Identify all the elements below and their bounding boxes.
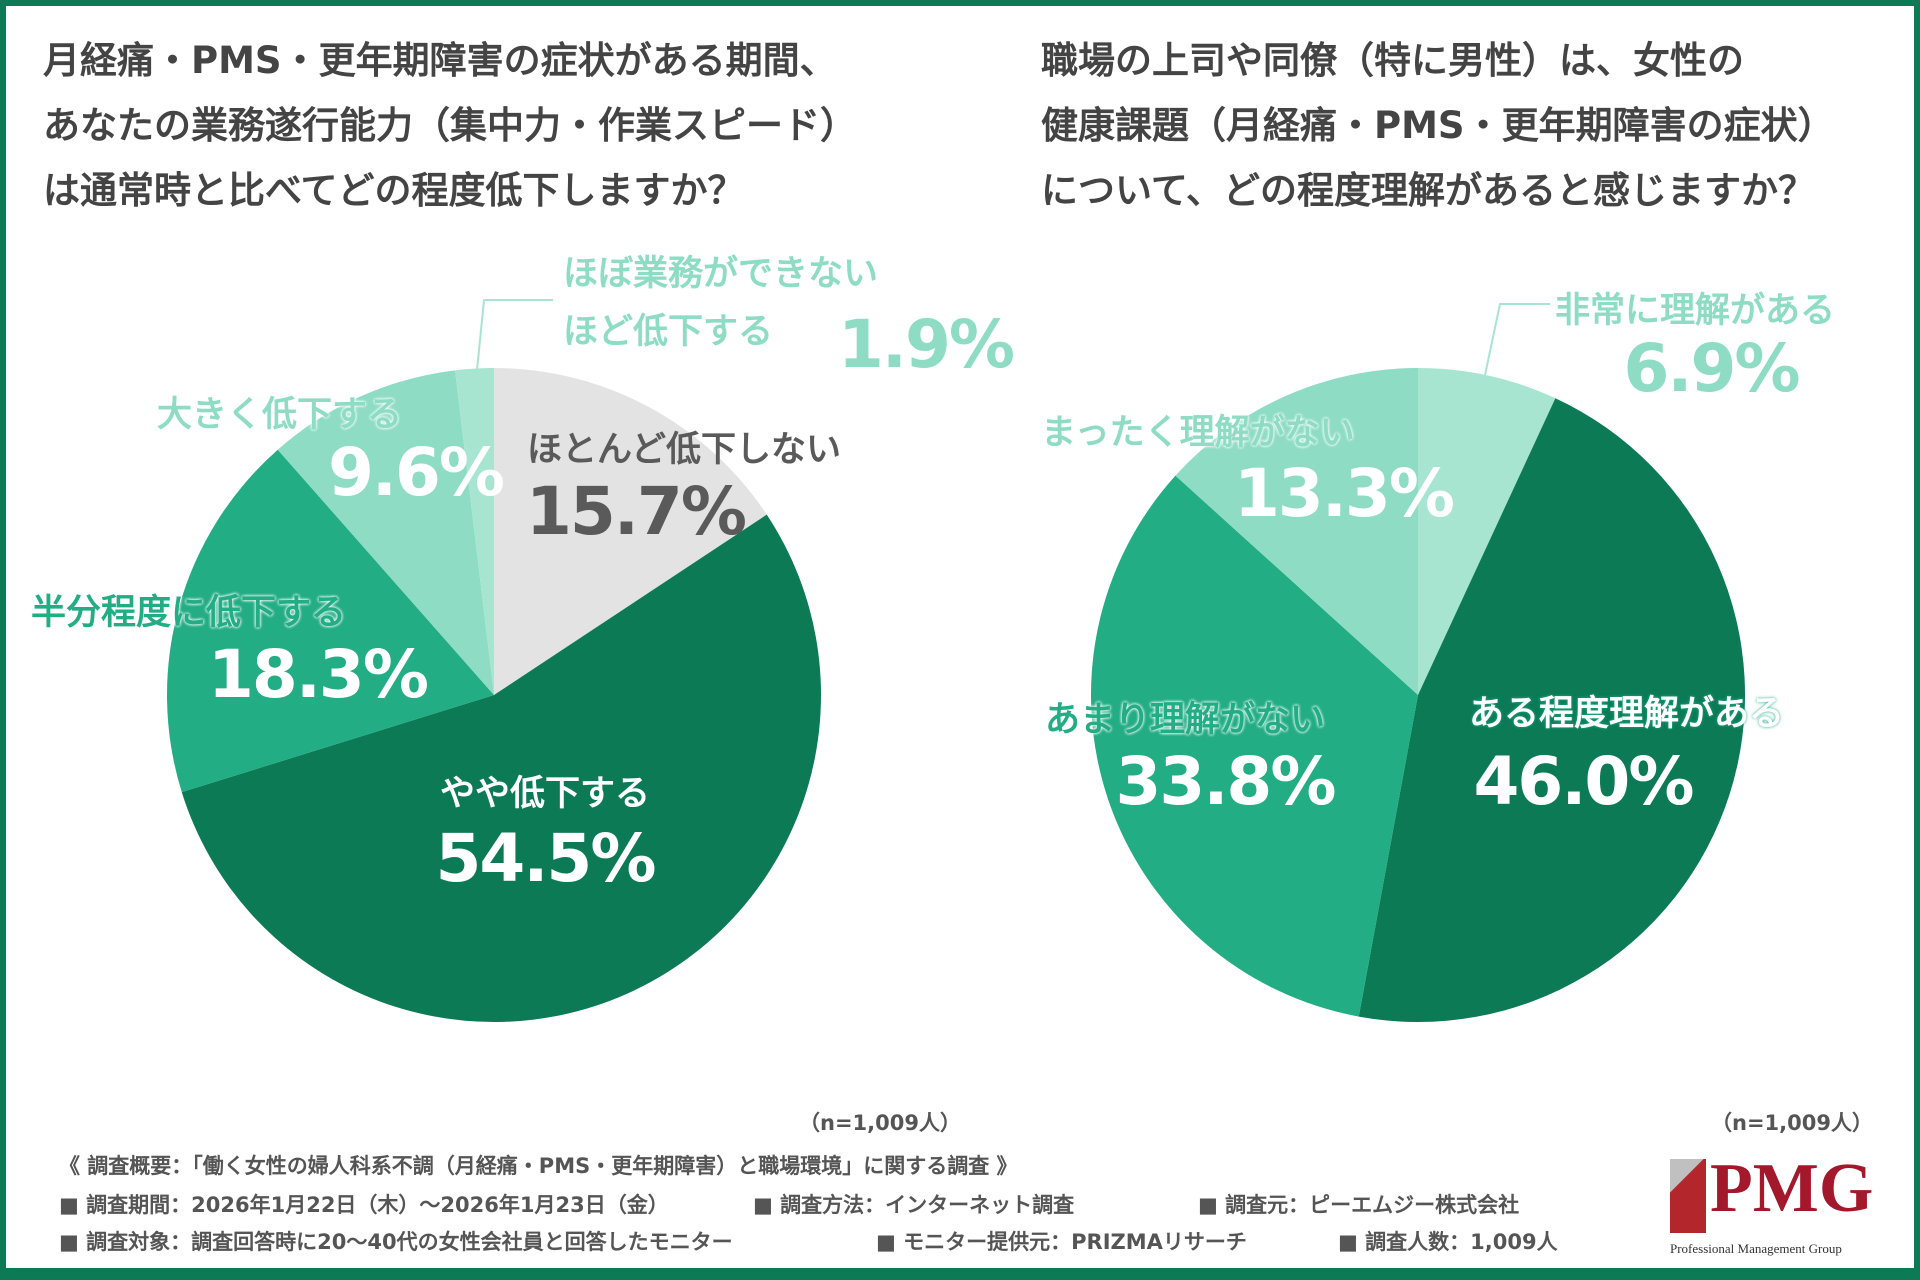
pie-chart-understanding: [1091, 368, 1746, 1023]
pie-slice: [1091, 475, 1418, 1017]
value-little-understanding: 33.8%: [1115, 743, 1337, 820]
pie-slice: [494, 368, 767, 695]
pie-slice: [277, 370, 494, 695]
survey-method: ■ 調査方法：インターネット調査: [753, 1193, 1075, 1217]
pmg-logo: PMG Professional Management Group: [1670, 1150, 1875, 1263]
survey-count: ■ 調査人数：1,009人: [1338, 1230, 1558, 1254]
value-some-understanding: 46.0%: [1473, 743, 1695, 820]
label-very-understanding: 非常に理解がある: [1555, 291, 1836, 331]
survey-period: ■ 調査期間：2026年1月22日（木）～2026年1月23日（金）: [59, 1193, 669, 1217]
value-very-understanding: 6.9%: [1623, 330, 1800, 407]
leader-line-nearly-unable: [476, 299, 553, 371]
sample-size-chart2: （n=1,009人）: [1711, 1111, 1873, 1135]
value-half-decrease: 18.3%: [208, 636, 429, 713]
pie-slice: [181, 514, 822, 1023]
monitor-provider: ■ モニター提供元：PRIZMAリサーチ: [876, 1230, 1247, 1254]
logo-subtitle: Professional Management Group: [1670, 1241, 1842, 1256]
label-greatly-decrease: 大きく低下する: [157, 395, 403, 435]
pie-slice: [455, 368, 494, 695]
value-hardly-decrease: 15.7%: [526, 473, 747, 550]
sample-size-chart1: （n=1,009人）: [799, 1111, 961, 1135]
pie-slice: [1418, 368, 1556, 695]
pie-chart-work-ability: [167, 368, 822, 1023]
label-nearly-unable-2: ほど低下する: [563, 312, 774, 352]
logo-mark-icon: [1670, 1159, 1706, 1233]
leader-line-very-understanding: [1484, 303, 1550, 376]
survey-summary: 《 調査概要：「働く女性の婦人科系不調（月経痛・PMS・更年期障害）と職場環境」…: [59, 1154, 1018, 1178]
label-little-understanding: あまり理解がない: [1045, 700, 1326, 740]
logo-text: PMG: [1710, 1150, 1874, 1227]
label-nearly-unable-1: ほぼ業務ができない: [563, 254, 879, 294]
pie-slice: [1358, 398, 1746, 1023]
pie-slice: [1175, 368, 1418, 695]
value-nearly-unable: 1.9%: [838, 306, 1015, 383]
label-half-decrease: 半分程度に低下する: [31, 593, 347, 633]
survey-target: ■ 調査対象：調査回答時に20～40代の女性会社員と回答したモニター: [59, 1230, 733, 1254]
value-no-understanding: 13.3%: [1234, 455, 1455, 532]
label-hardly-decrease: ほとんど低下しない: [527, 430, 841, 470]
value-slightly-decrease: 54.5%: [435, 820, 657, 897]
chart2-title: 職場の上司や同僚（特に男性）は、女性の 健康課題（月経痛・PMS・更年期障害の症状…: [1041, 39, 1835, 212]
survey-source: ■ 調査元：ピーエムジー株式会社: [1198, 1193, 1520, 1217]
label-no-understanding: まったく理解がない: [1041, 413, 1355, 453]
value-greatly-decrease: 9.6%: [328, 434, 505, 511]
label-some-understanding: ある程度理解がある: [1469, 694, 1785, 734]
label-slightly-decrease: やや低下する: [439, 774, 651, 814]
chart1-title: 月経痛・PMS・更年期障害の症状がある期間、 あなたの業務遂行能力（集中力・作業ス…: [43, 39, 857, 212]
pie-slice: [167, 449, 495, 793]
